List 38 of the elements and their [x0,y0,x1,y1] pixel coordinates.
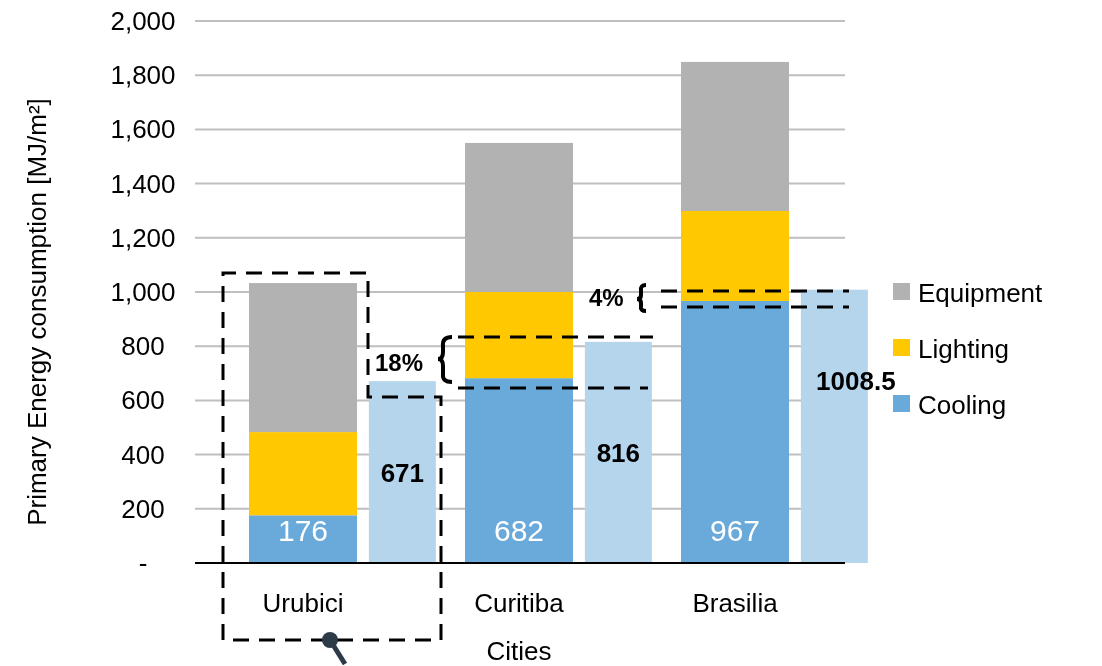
data-label: 671 [380,458,425,489]
bar [681,61,789,211]
y-tick-label: 1,600 [110,114,176,145]
bar [465,292,573,379]
x-tick-label: Brasilia [692,588,779,618]
data-label: 1008.5 [816,365,896,396]
bar [368,381,436,563]
legend-label: Cooling [918,390,1007,420]
data-label: 176 [277,514,329,547]
bar [249,283,357,433]
bar [465,378,573,563]
y-tick-label: 800 [121,331,165,362]
y-axis-title: Primary Energy consumption [MJ/m²] [22,98,52,526]
y-tick-label: 1,800 [110,60,176,91]
bar [249,432,357,516]
y-tick-label: 400 [121,439,165,470]
y-tick-label: 1,200 [110,222,176,253]
bar [249,515,357,563]
y-tick-label: - [138,548,148,578]
data-label: 816 [596,438,641,469]
y-tick-label: 1,400 [110,168,176,199]
y-tick-label: 2,000 [110,6,176,36]
x-tick-label: Urubici [262,588,344,618]
y-tick-label: 600 [121,385,165,416]
bar [465,142,573,292]
bar [681,300,789,563]
bar [681,210,789,301]
annotation: 18% [375,349,424,376]
annotation: 4% [589,284,624,311]
y-tick-label: 200 [121,493,165,524]
y-tick-label: 1,000 [110,277,176,307]
data-label: 682 [493,514,545,547]
legend-label: Equipment [918,278,1044,308]
x-tick-label: Curitiba [474,588,565,618]
x-axis-title: Cities [486,636,552,666]
data-label: 967 [709,514,761,547]
legend-label: Lighting [918,334,1010,364]
bar [584,341,652,563]
